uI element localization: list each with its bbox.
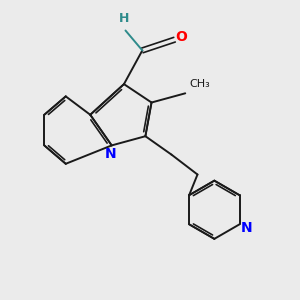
Text: H: H — [119, 12, 129, 25]
Text: N: N — [241, 221, 252, 235]
Text: O: O — [175, 30, 187, 44]
Text: CH₃: CH₃ — [190, 79, 211, 89]
Text: N: N — [104, 147, 116, 161]
